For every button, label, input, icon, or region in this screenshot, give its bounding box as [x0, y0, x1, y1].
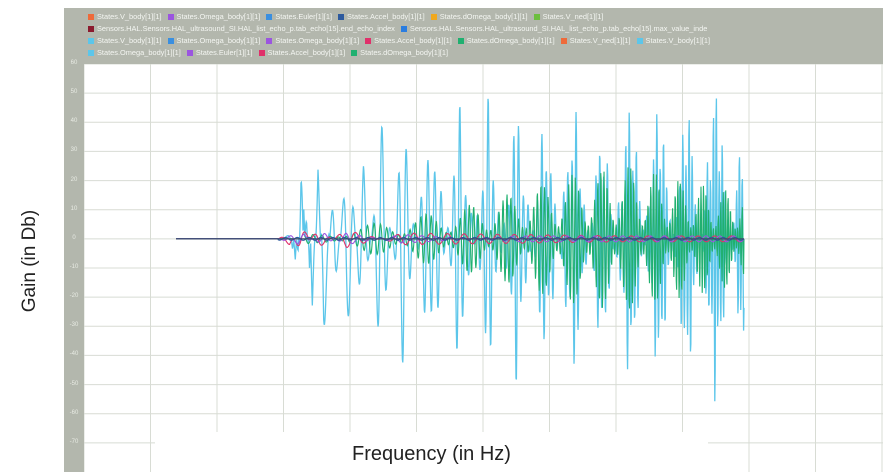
- legend-item[interactable]: States.Euler[1][1]: [186, 47, 253, 58]
- legend-swatch: [88, 14, 94, 21]
- legend-item[interactable]: Sensors.HAL.Sensors.HAL_ultrasound_SI.HA…: [400, 23, 708, 34]
- legend-item[interactable]: States.Omega_body[1][1]: [266, 35, 359, 46]
- legend-item[interactable]: States.Euler[1][1]: [266, 11, 332, 22]
- legend-swatch: [457, 38, 464, 45]
- legend-label: States.V_body[1][1]: [97, 36, 162, 45]
- legend-row: States.Omega_body[1][1] States.Euler[1][1…: [88, 47, 454, 58]
- legend-swatch: [400, 26, 407, 33]
- legend-item[interactable]: States.V_body[1][1]: [88, 11, 162, 22]
- legend-item[interactable]: Sensors.HAL.Sensors.HAL_ultrasound_SI.HA…: [88, 23, 395, 34]
- legend-item[interactable]: States.V_body[1][1]: [636, 35, 711, 46]
- y-tick-label: 40: [70, 118, 78, 125]
- y-tick-label: -20: [69, 293, 79, 300]
- legend-swatch: [258, 50, 265, 57]
- legend-item[interactable]: States.Omega_body[1][1]: [167, 35, 261, 46]
- legend-row: Sensors.HAL.Sensors.HAL_ultrasound_SI.HA…: [88, 23, 713, 34]
- legend-item[interactable]: States.Accel_body[1][1]: [365, 35, 452, 46]
- legend-panel: States.V_body[1][1] States.Omega_body[1][…: [64, 8, 883, 64]
- legend-swatch: [533, 14, 540, 21]
- legend-swatch: [560, 38, 567, 45]
- legend-label: States.Euler[1][1]: [275, 12, 333, 21]
- legend-item[interactable]: States.Omega_body[1][1]: [88, 47, 181, 58]
- y-tick-strip: 60 50 40 30 20 10 0 -10 -20 -30 -40 -50 -60 -70: [64, 60, 84, 472]
- legend-item[interactable]: States.Accel_body[1][1]: [338, 11, 425, 22]
- y-tick-label: 60: [70, 60, 78, 66]
- y-tick-label: -40: [69, 351, 79, 358]
- legend-row: States.V_body[1][1] States.Omega_body[1][…: [88, 11, 609, 22]
- legend-swatch: [338, 14, 345, 21]
- legend-item[interactable]: States.dOmega_body[1][1]: [457, 35, 555, 46]
- y-tick-label: 20: [70, 176, 78, 183]
- legend-swatch: [430, 14, 437, 21]
- y-tick-label: -60: [69, 409, 79, 416]
- x-axis-label-box: Frequency (in Hz): [155, 432, 708, 472]
- legend-label: States.dOmega_body[1][1]: [360, 48, 449, 57]
- y-tick-label: -10: [69, 264, 79, 270]
- legend-label: States.dOmega_body[1][1]: [439, 12, 528, 21]
- legend-label: States.V_body[1][1]: [97, 12, 162, 21]
- legend-item[interactable]: States.dOmega_body[1][1]: [351, 47, 448, 58]
- legend-label: States.Accel_body[1][1]: [347, 12, 425, 21]
- legend-label: States.Accel_body[1][1]: [267, 48, 346, 57]
- legend-label: States.V_body[1][1]: [645, 36, 711, 45]
- y-tick-label: -30: [69, 322, 79, 329]
- legend-row: States.V_body[1][1] States.Omega_body[1][…: [88, 35, 716, 46]
- y-axis-label: Gain (in Db): [19, 209, 40, 313]
- legend-swatch: [351, 50, 358, 57]
- series-lines: [176, 98, 745, 402]
- legend-swatch: [88, 26, 94, 33]
- legend-label: States.Omega_body[1][1]: [176, 12, 261, 21]
- legend-swatch: [186, 50, 193, 57]
- legend-item[interactable]: States.V_body[1][1]: [88, 35, 162, 46]
- legend-label: States.V_ned[1][1]: [542, 12, 604, 21]
- legend-item[interactable]: States.V_ned[1][1]: [533, 11, 604, 22]
- legend-swatch: [167, 38, 174, 45]
- legend-label: States.Omega_body[1][1]: [275, 36, 360, 45]
- legend-swatch: [636, 38, 643, 45]
- legend-item[interactable]: States.Accel_body[1][1]: [258, 47, 346, 58]
- y-tick-label: -70: [69, 438, 79, 445]
- legend-swatch: [266, 38, 273, 45]
- legend-label: States.dOmega_body[1][1]: [466, 36, 555, 45]
- y-tick-label: 50: [70, 89, 78, 96]
- legend-label: States.Omega_body[1][1]: [176, 36, 261, 45]
- legend-swatch: [88, 50, 94, 57]
- legend-label: States.Accel_body[1][1]: [374, 36, 452, 45]
- legend-label: States.Euler[1][1]: [195, 48, 253, 57]
- legend-item[interactable]: States.Omega_body[1][1]: [167, 11, 261, 22]
- legend-item[interactable]: States.V_ned[1][1]: [560, 35, 631, 46]
- y-tick-label: 0: [72, 234, 76, 241]
- legend-label: Sensors.HAL.Sensors.HAL_ultrasound_SI.HA…: [97, 24, 395, 33]
- legend-label: States.V_ned[1][1]: [569, 36, 631, 45]
- legend-item[interactable]: States.dOmega_body[1][1]: [430, 11, 528, 22]
- y-tick-label: -50: [69, 380, 79, 387]
- legend-swatch: [167, 14, 174, 21]
- y-tick-label: 10: [70, 205, 78, 212]
- y-tick-label: 30: [70, 147, 78, 154]
- plot-area: [84, 64, 883, 472]
- legend-swatch: [266, 14, 273, 21]
- legend-swatch: [88, 38, 94, 45]
- legend-swatch: [365, 38, 372, 45]
- legend-label: States.Omega_body[1][1]: [97, 48, 181, 57]
- legend-label: Sensors.HAL.Sensors.HAL_ultrasound_SI.HA…: [409, 24, 708, 33]
- x-axis-label: Frequency (in Hz): [352, 443, 511, 465]
